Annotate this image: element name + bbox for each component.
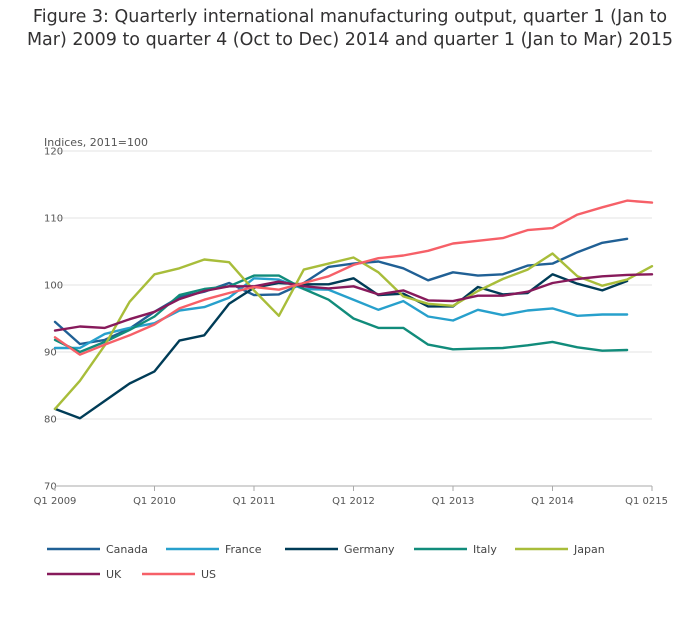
x-tick-label: Q1 2010 xyxy=(133,496,176,507)
legend-item-canada[interactable]: Canada xyxy=(47,543,148,556)
legend-label: US xyxy=(201,568,216,581)
x-tick-label: Q1 2014 xyxy=(531,496,574,507)
series-line-japan xyxy=(53,252,654,411)
y-tick-label: 80 xyxy=(44,415,57,426)
series-line-us xyxy=(53,199,654,356)
gridlines xyxy=(55,150,652,420)
y-axis-unit-label: Indices, 2011=100 xyxy=(44,136,148,149)
series-lines xyxy=(53,199,654,420)
legend-item-uk[interactable]: UK xyxy=(47,568,122,581)
legend-label: Canada xyxy=(106,543,148,556)
legend[interactable]: Canada France Germany Italy Japan UK US xyxy=(47,543,605,581)
legend-label: Japan xyxy=(573,543,605,556)
x-tick-label: Q1 2013 xyxy=(432,496,475,507)
legend-label: Italy xyxy=(473,543,497,556)
legend-item-germany[interactable]: Germany xyxy=(285,543,395,556)
y-tick-label: 70 xyxy=(44,482,57,493)
x-tick-label: Q1 2011 xyxy=(233,496,276,507)
x-tick-label: Q1 2009 xyxy=(34,496,77,507)
chart-title: Figure 3: Quarterly international manufa… xyxy=(0,6,700,52)
x-tick-label: Q1 0215 xyxy=(625,496,668,507)
legend-label: UK xyxy=(106,568,122,581)
series-line-uk xyxy=(53,273,654,332)
series-line-canada xyxy=(53,237,629,346)
series-line-france xyxy=(53,277,629,350)
legend-label: France xyxy=(225,543,262,556)
legend-item-us[interactable]: US xyxy=(142,568,216,581)
chart-title-line-1: Figure 3: Quarterly international manufa… xyxy=(32,7,668,27)
legend-item-japan[interactable]: Japan xyxy=(515,543,605,556)
legend-item-france[interactable]: France xyxy=(166,543,262,556)
legend-label: Germany xyxy=(344,543,395,556)
y-tick-label: 110 xyxy=(44,214,63,225)
y-tick-label: 100 xyxy=(44,281,63,292)
series-line-italy xyxy=(53,274,629,354)
y-tick-label: 90 xyxy=(44,348,57,359)
legend-item-italy[interactable]: Italy xyxy=(414,543,497,556)
y-tick-label: 120 xyxy=(44,147,63,158)
x-tick-label: Q1 2012 xyxy=(332,496,375,507)
chart-title-line-2: Mar) 2009 to quarter 4 (Oct to Dec) 2014… xyxy=(26,30,674,50)
